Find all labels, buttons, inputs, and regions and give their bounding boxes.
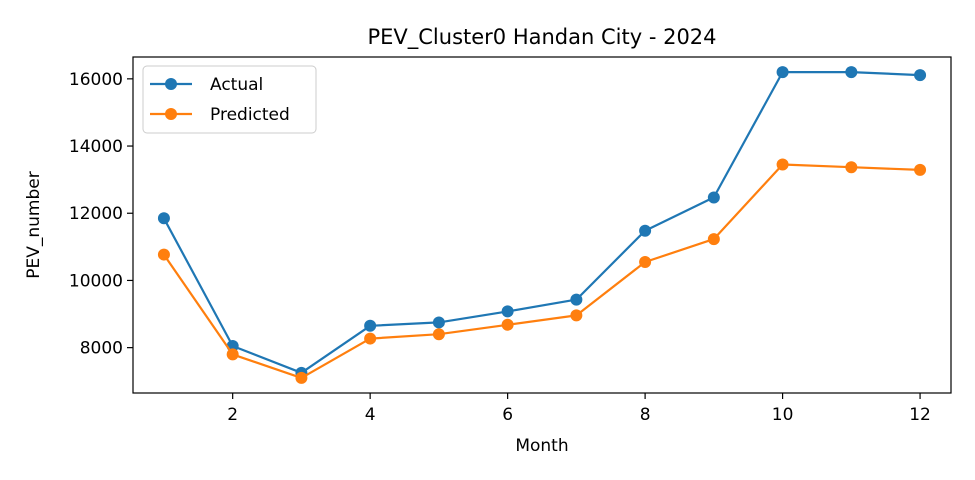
chart-title: PEV_Cluster0 Handan City - 2024 [367,25,716,50]
y-axis-label: PEV_number [24,171,44,278]
data-point [501,305,514,318]
x-axis: 2 4 6 8 10 12 [227,393,931,425]
legend-label: Predicted [210,105,290,125]
x-axis-label: Month [515,436,568,456]
legend-label: Actual [210,75,263,95]
data-point [226,348,239,361]
legend-marker [165,78,177,90]
y-tick-label: 10000 [69,271,123,291]
x-tick-label: 2 [227,405,238,425]
data-point [776,158,789,171]
x-tick-label: 6 [502,405,513,425]
data-point [157,248,170,261]
series-actual [157,66,927,379]
data-point [707,191,720,204]
x-tick-label: 12 [909,405,931,425]
data-point [570,309,583,322]
plot-frame [132,56,952,394]
data-point [639,224,652,237]
y-tick-label: 14000 [69,137,123,157]
x-tick-label: 4 [365,405,376,425]
data-point [432,316,445,329]
data-point [364,319,377,332]
legend-item-predicted: Predicted [150,105,290,125]
data-point [501,318,514,331]
plot-area [157,66,927,384]
y-tick-label: 8000 [80,339,123,359]
y-axis: 8000 10000 12000 14000 16000 [69,70,133,359]
y-tick-label: 12000 [69,204,123,224]
x-tick-label: 10 [772,405,794,425]
data-point [295,371,308,384]
legend-box [142,65,317,134]
data-point [639,255,652,268]
series-line-actual [162,70,921,374]
data-point [570,293,583,306]
data-point [157,212,170,225]
x-tick-label: 8 [640,405,651,425]
data-point [845,161,858,174]
legend: Actual Predicted [142,65,317,134]
data-point [914,163,927,176]
data-point [845,66,858,79]
series-line-predicted [162,163,921,379]
data-point [914,69,927,82]
data-point [776,66,789,79]
data-point [432,328,445,341]
series-predicted [157,158,927,384]
legend-item-actual: Actual [150,75,263,95]
y-tick-label: 16000 [69,70,123,90]
data-point [364,332,377,345]
legend-marker [165,108,177,120]
data-point [707,233,720,246]
